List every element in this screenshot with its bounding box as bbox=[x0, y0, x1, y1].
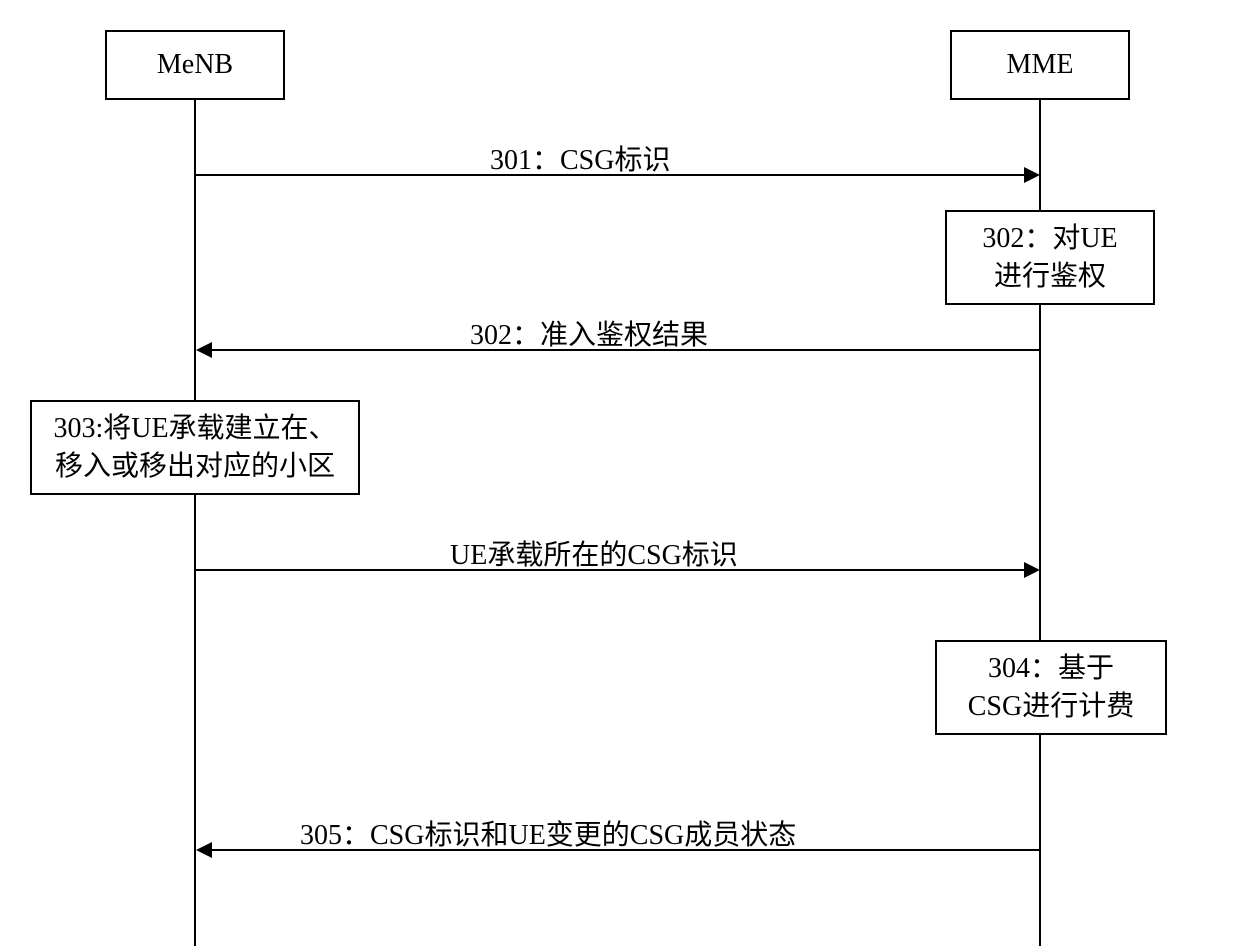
participant-menb: MeNB bbox=[105, 30, 285, 100]
participant-mme: MME bbox=[950, 30, 1130, 100]
msg-302-arrow bbox=[196, 342, 212, 358]
msg-301-arrow bbox=[1024, 167, 1040, 183]
msg-bearer-arrow bbox=[1024, 562, 1040, 578]
note-302: 302：对UE 进行鉴权 bbox=[945, 210, 1155, 305]
participant-mme-label: MME bbox=[1007, 49, 1074, 81]
msg-bearer-label: UE承载所在的CSG标识 bbox=[450, 533, 738, 573]
sequence-diagram: MeNB MME 301：CSG标识 302：对UE 进行鉴权 302：准入鉴权… bbox=[0, 0, 1240, 946]
msg-305-label: 305：CSG标识和UE变更的CSG成员状态 bbox=[300, 813, 796, 853]
note-303: 303:将UE承载建立在、 移入或移出对应的小区 bbox=[30, 400, 360, 495]
note-303-text: 303:将UE承载建立在、 移入或移出对应的小区 bbox=[53, 410, 336, 486]
note-302-text: 302：对UE 进行鉴权 bbox=[982, 220, 1117, 296]
lifeline-menb bbox=[194, 100, 196, 946]
msg-302-label: 302：准入鉴权结果 bbox=[470, 313, 708, 353]
msg-301-label: 301：CSG标识 bbox=[490, 138, 670, 178]
note-304: 304：基于 CSG进行计费 bbox=[935, 640, 1167, 735]
msg-305-arrow bbox=[196, 842, 212, 858]
note-304-text: 304：基于 CSG进行计费 bbox=[968, 650, 1134, 726]
participant-menb-label: MeNB bbox=[157, 49, 233, 81]
